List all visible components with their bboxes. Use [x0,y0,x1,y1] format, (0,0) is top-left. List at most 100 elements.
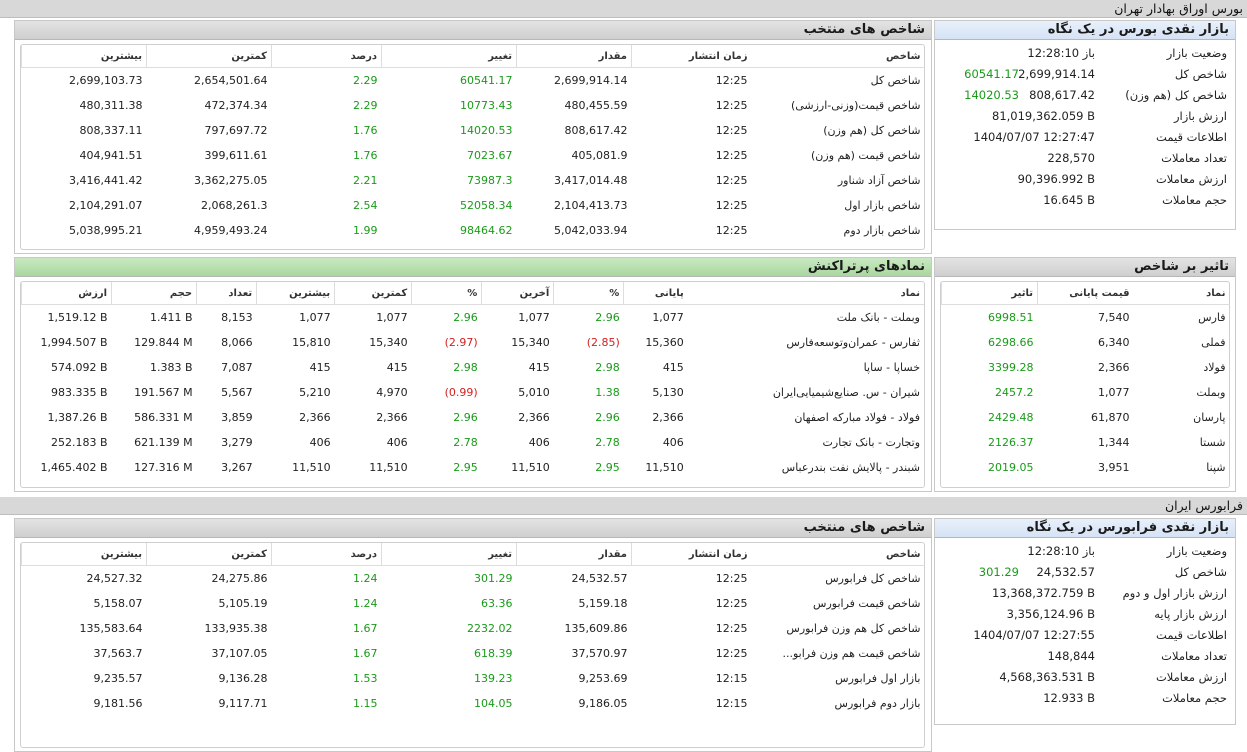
overview-label: اطلاعات قیمت [1156,628,1227,642]
tehran-overview-row: حجم معاملات 16.645 B [935,190,1235,211]
low-cell: 9,136.28 [218,672,268,685]
symbol-cell: فولاد - فولاد مبارکه اصفهان [794,411,920,424]
publish-time-cell: 12:25 [715,572,748,585]
overview-value: 808,617.42 [1029,88,1095,102]
impact-cell: 2126.37 [988,436,1034,449]
farabourse-overview-row: تعداد معاملات 148,844 [935,646,1235,667]
last-cell: 5,010 [518,386,550,399]
impact-cell: 2019.05 [988,461,1034,474]
low-cell: 2,366 [376,411,408,424]
close-cell: 1,077 [652,311,684,324]
table-row: 24,527.32 24,275.86 1.24 301.29 24,532.57 12:… [22,566,925,592]
high-cell: 24,527.32 [86,572,143,585]
high-cell: 480,311.38 [79,99,143,112]
table-row: 574.092 B 1.383 B 7,087 415 415 2.98 415 2.98 41… [22,355,925,380]
last-cell: 2,366 [518,411,550,424]
overview-label: حجم معاملات [1162,691,1227,705]
high-cell: 415 [309,361,331,374]
value-cell: 1,465.402 B [40,461,108,474]
tehran-traded-header: نمادهای پرتراکنش [15,258,931,277]
overview-label: تعداد معاملات [1161,151,1227,165]
tehran-overview-panel: بازار نقدی بورس در یک نگاه وضعیت بازار با… [934,20,1236,230]
percent-cell: 2.29 [353,99,378,112]
overview-value: 12.933 B [1043,691,1095,705]
value-cell: 135,609.86 [564,622,628,635]
impact-cell: 2457.2 [995,386,1034,399]
close-percent-cell: 2.95 [595,461,620,474]
last-percent-cell: 2.96 [453,411,478,424]
tehran-traded-panel: نمادهای پرتراکنش ارزش حجم تعداد بیشترین کمتر… [14,257,932,492]
table-row: 2,104,291.07 2,068,261.3 2.54 52058.34 2,104… [22,193,925,218]
change-cell: 139.23 [474,672,513,685]
column-header: پایانی [623,282,688,305]
index-name-cell: شاخص آزاد شناور [837,174,921,187]
column-header: کمترین [146,543,272,566]
overview-value: باز 12:28:10 [1027,544,1095,558]
tehran-overview-row: ارزش معاملات 90,396.992 B [935,169,1235,190]
index-name-cell: شاخص بازار دوم [843,224,921,237]
publish-time-cell: 12:15 [715,672,748,685]
percent-cell: 2.54 [353,199,378,212]
column-header: نماد [687,282,924,305]
overview-label: ارزش بازار پایه [1154,607,1227,621]
value-cell: 24,532.57 [571,572,628,585]
change-cell: 60541.17 [460,74,513,87]
tehran-impact-card: تاثیر قیمت پایانی نماد 6998.51 7,540 فارس 629… [940,281,1230,488]
change-cell: 618.39 [474,647,513,660]
symbol-cell: شستا [1199,436,1226,449]
symbol-cell: ثفارس - عمران‌وتوسعه‌فارس [786,336,920,349]
low-cell: 15,340 [369,336,408,349]
tehran-overview-row: وضعیت بازار باز 12:28:10 [935,43,1235,64]
high-cell: 5,038,995.21 [69,224,143,237]
last-cell: 415 [528,361,550,374]
table-row: 2,699,103.73 2,654,501.64 2.29 60541.17 2,69… [22,68,925,94]
close-cell: 2,366 [652,411,684,424]
close-price-cell: 1,344 [1098,436,1130,449]
change-cell: 98464.62 [460,224,513,237]
symbol-cell: خساپا - ساپا [863,361,920,374]
publish-time-cell: 12:25 [715,622,748,635]
publish-time-cell: 12:25 [715,99,748,112]
column-header: بیشترین [21,45,147,68]
last-cell: 1,077 [518,311,550,324]
table-row: 6298.66 6,340 فملی [942,330,1230,355]
table-row: 1,994.507 B 129.844 M 8,066 15,810 15,340 (2.… [22,330,925,355]
impact-cell: 2429.48 [988,411,1034,424]
count-cell: 5,567 [221,386,253,399]
tehran-overview-title: بازار نقدی بورس در یک نگاه [1047,22,1229,37]
column-header: کمترین [146,45,272,68]
table-row: 2457.2 1,077 وبملت [942,380,1230,405]
symbol-cell: شپنا [1206,461,1226,474]
column-header: % [411,282,482,305]
column-header: درصد [271,543,382,566]
publish-time-cell: 12:25 [715,124,748,137]
value-cell: 1,519.12 B [47,311,108,324]
count-cell: 7,087 [221,361,253,374]
high-cell: 37,563.7 [93,647,143,660]
overview-value: 16.645 B [1043,193,1095,207]
tehran-section-title: بورس اوراق بهادار تهران [1114,1,1243,16]
volume-cell: 586.331 M [134,411,193,424]
symbol-cell: فارس [1198,311,1226,324]
index-name-cell: بازار دوم فرابورس [834,697,921,710]
low-cell: 399,611.61 [204,149,268,162]
farabourse-overview-row: ارزش بازار پایه 3,356,124.96 B [935,604,1235,625]
table-row: 1,465.402 B 127.316 M 3,267 11,510 11,510 2.9… [22,455,925,480]
overview-value: 81,019,362.059 B [992,109,1095,123]
publish-time-cell: 12:25 [715,647,748,660]
column-header: تاثیر [941,282,1038,305]
close-percent-cell: 1.38 [595,386,620,399]
overview-label: شاخص کل [1174,67,1227,81]
high-cell: 406 [309,436,331,449]
volume-cell: 1.411 B [150,311,193,324]
close-price-cell: 61,870 [1091,411,1130,424]
column-header: ارزش [20,282,112,305]
symbol-cell: فولاد [1203,361,1226,374]
low-cell: 9,117.71 [218,697,268,710]
farabourse-indices-title: شاخص های منتخب [803,520,925,535]
overview-label: شاخص کل (هم وزن) [1125,88,1227,102]
tehran-overview-row: تعداد معاملات 228,570 [935,148,1235,169]
high-cell: 9,235.57 [93,672,143,685]
high-cell: 5,210 [299,386,331,399]
column-header: کمترین [334,282,412,305]
